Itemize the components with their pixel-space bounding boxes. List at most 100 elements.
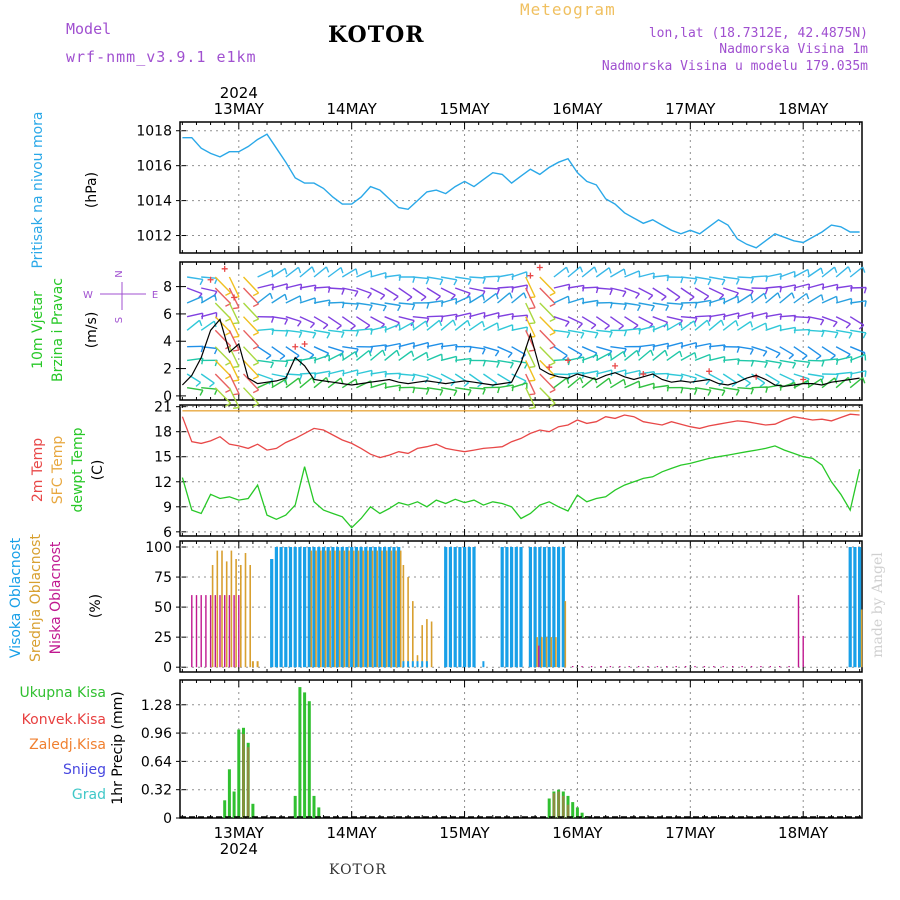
wind-barb bbox=[525, 276, 536, 298]
wind-barb bbox=[328, 301, 345, 304]
wind-barb bbox=[299, 376, 313, 389]
wind-barb-feather bbox=[721, 390, 726, 397]
precip-total-bar bbox=[317, 807, 321, 818]
wind-barb bbox=[468, 373, 483, 384]
watermark-text: made by Angel bbox=[870, 552, 886, 658]
wind-barb bbox=[342, 346, 359, 350]
wind-barb-feather bbox=[647, 294, 654, 301]
wind-barb-feather bbox=[709, 300, 712, 307]
wind-barb bbox=[723, 358, 740, 362]
low-cloud-bar bbox=[732, 666, 734, 668]
wind-barb bbox=[497, 324, 513, 331]
wind-barb bbox=[638, 349, 652, 361]
wind-barb-feather bbox=[284, 294, 288, 301]
wind-barb bbox=[610, 346, 627, 350]
model-label: Model bbox=[66, 20, 112, 38]
wind-barb-feather bbox=[425, 320, 429, 328]
day-label-bottom: 14MAY bbox=[327, 824, 378, 842]
wind-barb bbox=[539, 387, 556, 404]
wind-barb bbox=[511, 284, 528, 289]
wind-barb-feather bbox=[763, 293, 767, 300]
wind-barb-feather bbox=[549, 303, 556, 308]
wind-barb-feather bbox=[322, 324, 329, 330]
wind-barb bbox=[228, 346, 240, 367]
mid-cloud-bar bbox=[545, 637, 548, 668]
high-cloud-bar bbox=[458, 547, 462, 668]
wind-barb bbox=[328, 329, 345, 333]
wind-unit-label: (m/s) bbox=[84, 312, 100, 349]
wind-barb bbox=[440, 355, 457, 362]
wind-barb bbox=[680, 301, 697, 304]
wind-barb bbox=[596, 369, 612, 375]
wind-barb-feather bbox=[861, 377, 866, 384]
wind-barb-feather bbox=[609, 352, 613, 359]
wind-barb bbox=[849, 316, 865, 326]
wind-barb bbox=[186, 312, 203, 318]
wind-barb bbox=[680, 320, 695, 331]
wind-barb bbox=[214, 287, 232, 305]
gust-mark bbox=[207, 276, 214, 283]
wind-barb-feather bbox=[511, 384, 514, 392]
high-cloud-axis-label: Visoka Oblacnost bbox=[8, 537, 24, 658]
wind-barb bbox=[398, 287, 413, 298]
wind-barb-feather bbox=[679, 304, 684, 311]
wind-barb bbox=[370, 370, 387, 375]
high-cloud-bar bbox=[421, 661, 424, 668]
low-cloud-bar bbox=[750, 666, 753, 668]
wind-barb bbox=[285, 346, 300, 357]
precip-axis-label: 1hr Precip (mm) bbox=[110, 691, 126, 804]
wind-barb bbox=[412, 276, 429, 280]
mid-cloud-bar bbox=[216, 550, 219, 668]
wind-barb-feather bbox=[426, 302, 430, 309]
wind-barb-feather bbox=[650, 349, 654, 356]
wind-barb-feather bbox=[705, 379, 711, 386]
wind-barb bbox=[271, 293, 286, 304]
wind-barb bbox=[553, 266, 567, 278]
wind-barb bbox=[426, 387, 443, 391]
wind-barb bbox=[610, 287, 627, 293]
wind-barb-feather bbox=[735, 389, 740, 396]
wind-barb bbox=[835, 376, 849, 389]
wind-barb bbox=[567, 266, 581, 278]
low-cloud-bar bbox=[238, 595, 240, 668]
high-cloud-bar bbox=[340, 547, 344, 668]
wind-barb bbox=[398, 373, 415, 377]
low-cloud-axis-label: Niska Oblacnost bbox=[48, 541, 64, 654]
wind-barb-feather bbox=[832, 321, 838, 328]
wind-axis-label: 10m Vjetar bbox=[30, 291, 46, 369]
y-tick-label: 75 bbox=[154, 570, 172, 586]
mid-cloud-bar bbox=[550, 637, 552, 668]
high-cloud-bar bbox=[547, 547, 551, 668]
wind-barb-feather bbox=[298, 374, 303, 381]
day-label-top: 14MAY bbox=[327, 100, 378, 118]
wind-barb-feather bbox=[638, 270, 641, 277]
wind-barb bbox=[709, 344, 726, 348]
y-tick-label: 1016 bbox=[136, 159, 172, 175]
wind-barb bbox=[426, 319, 440, 331]
wind-barb bbox=[779, 270, 795, 278]
wind-barb bbox=[596, 329, 613, 333]
year-label-top: 2024 bbox=[220, 84, 258, 102]
wind-barb-feather bbox=[298, 377, 302, 385]
wind-barb bbox=[469, 346, 486, 350]
high-cloud-bar bbox=[453, 547, 457, 668]
wind-barb-feather bbox=[368, 304, 373, 312]
wind-barb-feather bbox=[529, 379, 536, 382]
wind-barb bbox=[751, 287, 768, 290]
wind-barb bbox=[737, 320, 752, 331]
wind-barb bbox=[200, 294, 216, 304]
low-cloud-bar bbox=[228, 595, 231, 668]
day-label-bottom: 15MAY bbox=[439, 824, 490, 842]
wind-barb-feather bbox=[834, 377, 838, 384]
wind-barb bbox=[384, 287, 399, 298]
temp-unit-label: (C) bbox=[90, 460, 106, 481]
wind-barb bbox=[242, 316, 260, 334]
wind-barb bbox=[412, 320, 427, 331]
wind-barb bbox=[652, 287, 667, 298]
mid-cloud-bar bbox=[430, 621, 433, 668]
mid-cloud-bar bbox=[343, 550, 346, 668]
wind-barb bbox=[313, 354, 330, 362]
wind-barb bbox=[581, 299, 599, 304]
wind-barb-feather bbox=[529, 406, 536, 410]
wind-barb bbox=[271, 329, 288, 332]
